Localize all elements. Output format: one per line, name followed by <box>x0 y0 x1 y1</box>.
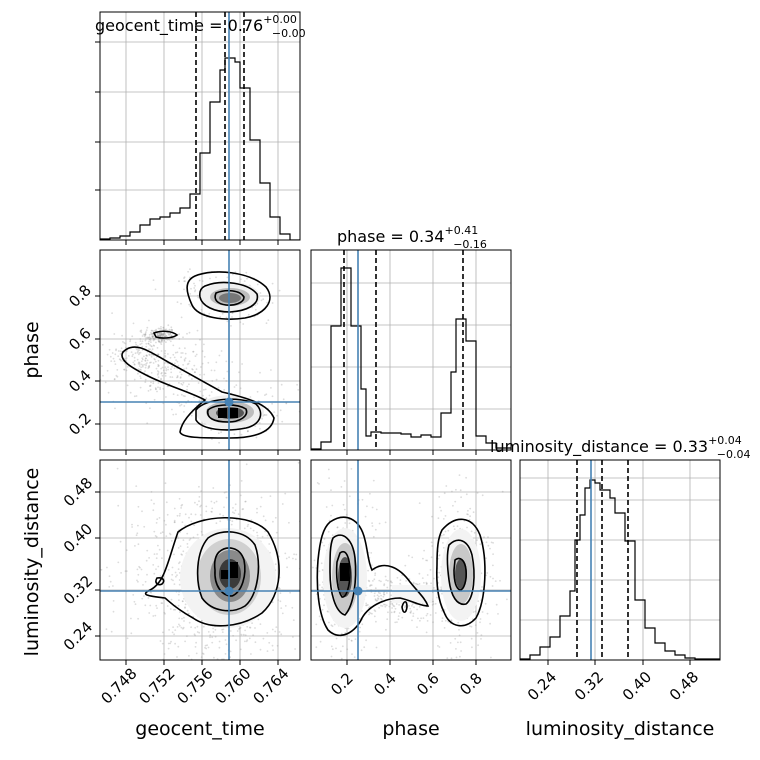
y-tick-label-luminosity-distance-0.40: 0.40 <box>60 520 96 556</box>
x-axis-label-luminosity-distance: luminosity_distance <box>526 718 715 740</box>
contours-luminosity-distance-vs-phase <box>316 516 486 636</box>
grid-luminosity-distance-hist <box>520 460 720 660</box>
title-luminosity-distance: luminosity_distance = 0.33+0.04 −0.04 <box>490 434 751 461</box>
x-tick-label-geocent-time-0.752: 0.752 <box>135 664 178 707</box>
x-tick-label-phase-0.4: 0.4 <box>370 669 400 699</box>
sample-scatter-phase-vs-geocent-time <box>100 268 300 444</box>
x-tick-label-geocent-time-0.764: 0.764 <box>249 664 292 707</box>
ticks-luminosity-distance-hist <box>547 660 691 665</box>
x-tick-label-phase-0.2: 0.2 <box>327 669 357 699</box>
ticks-geocent-time-hist <box>95 41 279 245</box>
y-tick-label-phase-0.8: 0.8 <box>65 281 95 311</box>
y-tick-label-luminosity-distance-0.24: 0.24 <box>60 618 96 654</box>
panel-luminosity-distance-hist: 0.24 0.32 0.40 0.48 luminosity_distance … <box>490 434 751 740</box>
title-geocent-time: geocent_time = 0.76+0.00 −0.00 <box>95 13 306 40</box>
geocent-time-histogram <box>100 57 300 240</box>
frame-phase-vs-geocent-time <box>99 249 301 451</box>
contours-luminosity-distance-vs-geocent-time <box>144 517 280 627</box>
x-tick-label-luminosity-distance-0.32: 0.32 <box>571 668 607 704</box>
luminosity-distance-histogram <box>520 479 720 660</box>
phase-histogram <box>311 267 511 450</box>
x-tick-label-geocent-time-0.756: 0.756 <box>173 664 216 707</box>
frame-phase-hist <box>310 249 512 451</box>
y-axis-label-phase: phase <box>21 321 43 378</box>
x-tick-label-phase-0.6: 0.6 <box>413 669 443 699</box>
truth-point-luminosity-distance-vs-phase <box>353 586 363 596</box>
frame-luminosity-distance-vs-geocent-time <box>99 459 301 661</box>
x-tick-label-luminosity-distance-0.48: 0.48 <box>666 668 702 704</box>
x-axis-label-phase: phase <box>382 718 439 740</box>
ticks-phase-hist <box>346 450 477 455</box>
frame-luminosity-distance-vs-phase <box>310 459 512 661</box>
ticks-luminosity-distance-vs-geocent-time <box>95 491 279 665</box>
y-tick-label-phase-0.2: 0.2 <box>65 409 95 439</box>
x-tick-label-geocent-time-0.760: 0.760 <box>211 664 254 707</box>
panel-luminosity-distance-vs-geocent-time: 0.24 0.32 0.40 0.48 luminosity_distance … <box>21 459 301 740</box>
panel-phase-hist: phase = 0.34+0.41 −0.16 <box>310 224 512 455</box>
x-tick-label-geocent-time-0.748: 0.748 <box>97 664 140 707</box>
y-tick-label-luminosity-distance-0.48: 0.48 <box>60 474 96 510</box>
x-tick-label-luminosity-distance-0.24: 0.24 <box>524 668 560 704</box>
y-axis-label-luminosity-distance: luminosity_distance <box>21 468 43 657</box>
panel-phase-vs-geocent-time: 0.2 0.4 0.6 0.8 phase <box>21 249 301 455</box>
x-axis-label-geocent-time: geocent_time <box>135 718 264 740</box>
truth-point-luminosity-distance-vs-geocent-time <box>224 586 234 596</box>
frame-luminosity-distance-hist <box>519 459 721 661</box>
ticks-phase-vs-geocent-time <box>95 295 279 455</box>
title-phase: phase = 0.34+0.41 −0.16 <box>337 224 487 251</box>
y-tick-label-phase-0.6: 0.6 <box>65 324 95 354</box>
ticks-luminosity-distance-vs-phase <box>346 660 477 665</box>
y-tick-label-phase-0.4: 0.4 <box>65 366 95 396</box>
frame-geocent-time-hist <box>99 11 301 241</box>
panel-geocent-time-hist: geocent_time = 0.76+0.00 −0.00 <box>95 11 306 245</box>
x-tick-label-luminosity-distance-0.40: 0.40 <box>619 668 655 704</box>
truth-point-phase-vs-geocent-time <box>224 397 234 407</box>
y-tick-label-luminosity-distance-0.32: 0.32 <box>60 572 96 608</box>
panel-luminosity-distance-vs-phase: 0.2 0.4 0.6 0.8 phase <box>310 459 512 740</box>
x-tick-label-phase-0.8: 0.8 <box>456 669 486 699</box>
